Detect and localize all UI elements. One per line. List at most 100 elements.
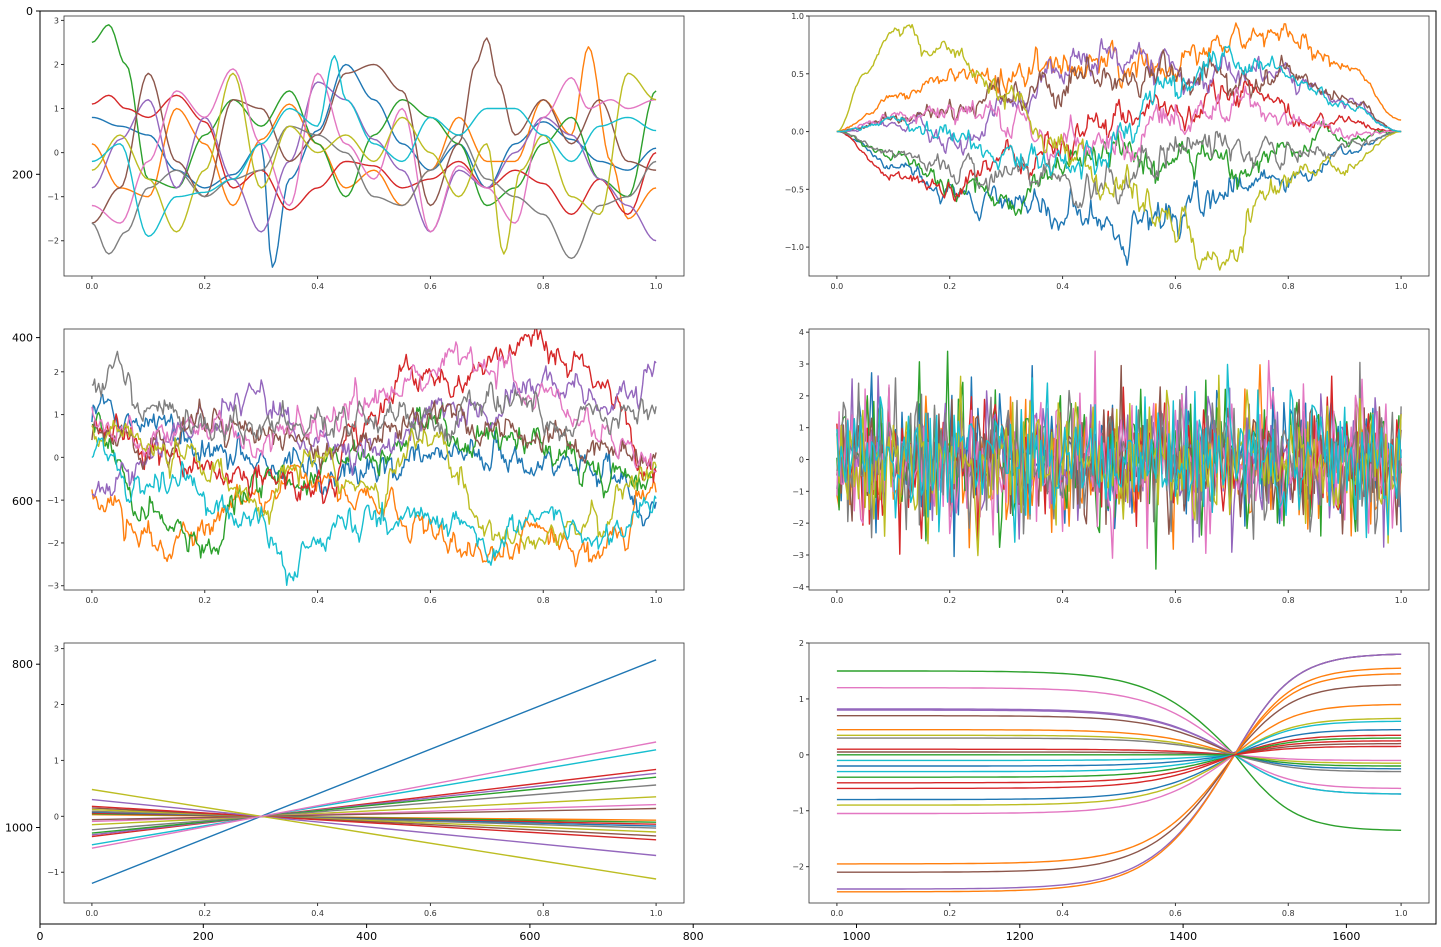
outer-axes-border: [39, 10, 1437, 925]
y-tick-label: −1.0: [785, 243, 804, 252]
y-tick-label: −3: [792, 551, 804, 560]
x-tick-label: 1.0: [650, 596, 663, 605]
y-tick-label: −1: [47, 868, 59, 877]
tanh-series-line: [836, 703, 1402, 755]
smooth-gp-series-line: [91, 37, 657, 224]
random-walk-series-line: [91, 329, 657, 505]
x-tick-label: 0.2: [943, 909, 956, 918]
x-tick-label: 0.0: [86, 909, 99, 918]
y-tick-label: 2: [54, 368, 59, 377]
random-walk-axes-border: [63, 328, 685, 591]
tanh-series-line: [836, 737, 1402, 773]
y-tick-label: 1: [54, 105, 59, 114]
x-tick-label: 0.8: [537, 909, 550, 918]
outer-y-tick-label: 1000: [5, 822, 33, 835]
outer-y-tick-label: 800: [12, 658, 33, 671]
x-tick-label: 0.6: [1169, 282, 1182, 291]
linear-series-line: [91, 768, 657, 838]
y-tick-label: 1: [54, 756, 59, 765]
tanh-series-line: [836, 729, 1402, 767]
y-tick-label: 1: [799, 695, 804, 704]
x-tick-label: 0.2: [198, 909, 211, 918]
tanh-series-line: [836, 740, 1402, 790]
outer-x-tick-label: 1400: [1169, 930, 1197, 943]
tanh-series-line: [836, 754, 1402, 806]
smooth-gp-series-line: [91, 72, 657, 255]
tanh-series-line: [836, 667, 1402, 893]
random-walk-series-line: [91, 464, 657, 568]
x-tick-label: 0.0: [831, 282, 844, 291]
y-tick-label: 0: [799, 456, 804, 465]
x-tick-label: 1.0: [650, 909, 663, 918]
brownian-bridge-series-line: [836, 23, 1402, 271]
x-tick-label: 0.8: [1282, 282, 1295, 291]
linear-series-line: [91, 788, 657, 880]
tanh-series-line: [836, 684, 1402, 755]
linear-series-line: [91, 803, 657, 823]
subplots: 0.0 0.2 0.4 0.6 0.8 1.0 −2 −1 0 1 2 3 0.0 0.2 0.4 0.6 0.…: [47, 12, 1430, 918]
y-tick-label: 2: [54, 701, 59, 710]
y-tick-label: 0.0: [791, 128, 804, 137]
brownian-bridge-axes-border: [808, 15, 1430, 277]
x-tick-label: 1.0: [650, 282, 663, 291]
x-tick-label: 0.4: [311, 909, 324, 918]
linear-plot-area: [91, 659, 657, 885]
linear-series-line: [91, 741, 657, 849]
x-tick-label: 0.0: [86, 282, 99, 291]
x-tick-label: 0.4: [311, 282, 324, 291]
y-tick-label: 0: [54, 453, 59, 462]
smooth-gp-series-line: [91, 68, 657, 233]
x-tick-label: 0.0: [86, 596, 99, 605]
x-tick-label: 0.8: [537, 282, 550, 291]
outer-x-tick-label: 1000: [843, 930, 871, 943]
smooth-gp-series-line: [91, 125, 657, 260]
tanh-series-line: [836, 754, 1402, 795]
tanh-series-line: [836, 754, 1402, 815]
linear-subplot: 0.0 0.2 0.4 0.6 0.8 1.0 −1 0 1 2 3: [47, 642, 685, 918]
y-tick-label: 4: [799, 328, 804, 337]
outer-x-tick-label: 1200: [1006, 930, 1034, 943]
x-tick-label: 0.2: [198, 282, 211, 291]
y-tick-label: 3: [54, 645, 59, 654]
tanh-series-line: [836, 653, 1402, 873]
x-tick-label: 0.2: [943, 282, 956, 291]
x-tick-label: 0.4: [1056, 596, 1069, 605]
tanh-series-line: [836, 737, 1402, 778]
x-tick-label: 0.6: [1169, 596, 1182, 605]
linear-series-line: [91, 784, 657, 831]
y-tick-label: 2: [799, 639, 804, 648]
linear-axes-border: [63, 642, 685, 904]
linear-series-line: [91, 796, 657, 826]
outer-y-tick-label: 0: [26, 5, 33, 18]
brownian-bridge-series-line: [836, 130, 1402, 266]
y-tick-label: 3: [54, 16, 59, 25]
y-tick-label: −2: [47, 539, 59, 548]
y-tick-label: 0: [54, 812, 59, 821]
outer-x-tick-label: 400: [356, 930, 377, 943]
smooth-gp-axes-border: [63, 15, 685, 277]
y-tick-label: 1: [54, 411, 59, 420]
brownian-bridge-series-line: [836, 130, 1402, 209]
outer-y-tick-label: 600: [12, 495, 33, 508]
brownian-bridge-series-line: [836, 85, 1402, 163]
tanh-plot-area: [836, 653, 1402, 893]
tanh-subplot: 0.0 0.2 0.4 0.6 0.8 1.0 −2 −1 0 1 2: [792, 639, 1430, 918]
outer-y-tick-label: 200: [12, 168, 33, 181]
random-walk-subplot: 0.0 0.2 0.4 0.6 0.8 1.0 −3 −2 −1 0 1 2: [47, 328, 685, 605]
x-tick-label: 0.0: [831, 596, 844, 605]
linear-series-line: [91, 659, 657, 885]
y-tick-label: 0: [799, 751, 804, 760]
x-tick-label: 0.4: [1056, 909, 1069, 918]
y-tick-label: −1: [47, 193, 59, 202]
outer-x-tick-label: 800: [683, 930, 704, 943]
x-tick-label: 0.4: [311, 596, 324, 605]
random-walk-series-line: [91, 419, 657, 550]
brownian-bridge-series-line: [836, 49, 1402, 133]
brownian-bridge-series-line: [836, 77, 1402, 202]
x-tick-label: 0.6: [424, 282, 437, 291]
y-tick-label: −2: [792, 863, 804, 872]
y-tick-label: 1.0: [791, 12, 804, 21]
x-tick-label: 0.8: [537, 596, 550, 605]
tanh-series-line: [836, 717, 1402, 755]
y-tick-label: 3: [799, 360, 804, 369]
